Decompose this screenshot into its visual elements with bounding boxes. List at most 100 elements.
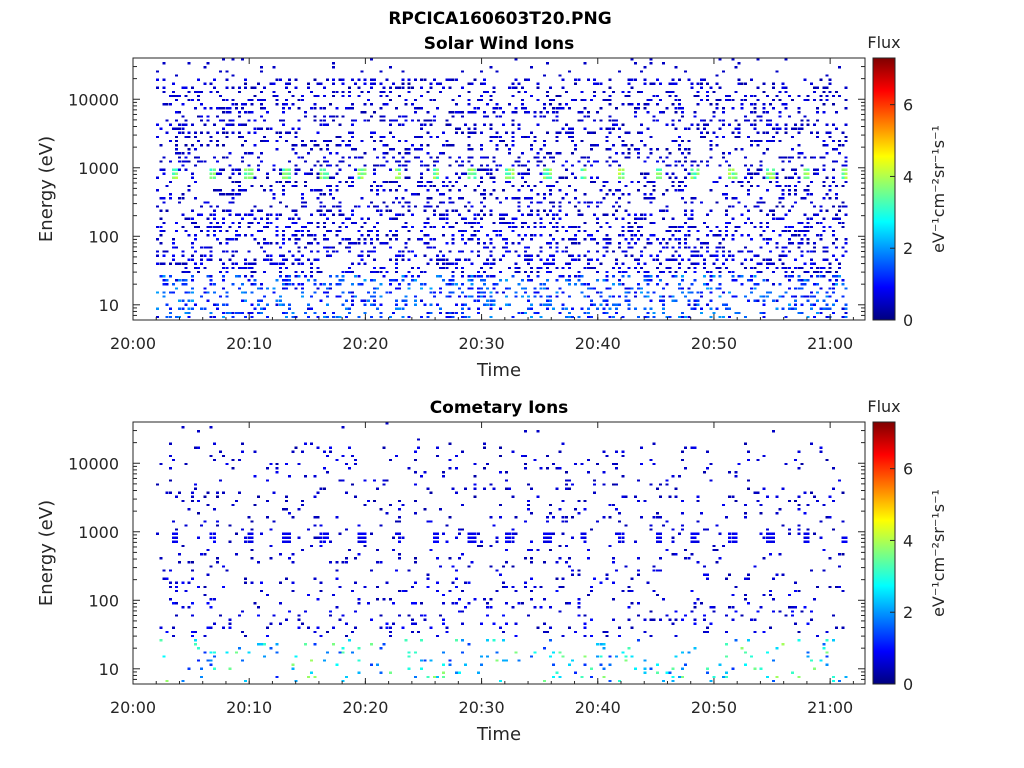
flux-cell xyxy=(407,90,411,94)
flux-cell xyxy=(803,283,807,286)
flux-cell xyxy=(687,148,691,151)
flux-cell xyxy=(684,160,688,163)
flux-cell xyxy=(523,585,527,589)
flux-cell xyxy=(706,94,710,98)
flux-cell xyxy=(476,221,480,225)
flux-cell xyxy=(831,229,835,233)
flux-cell xyxy=(643,246,647,249)
flux-cell xyxy=(363,540,367,543)
flux-cell xyxy=(762,131,766,134)
flux-cell xyxy=(536,266,540,270)
flux-cell xyxy=(241,610,245,613)
flux-cell xyxy=(329,287,333,290)
flux-cell xyxy=(643,295,647,298)
flux-cell xyxy=(470,234,474,237)
flux-cell xyxy=(819,287,823,290)
flux-cell xyxy=(511,164,515,167)
flux-cell xyxy=(322,139,326,143)
flux-cell xyxy=(445,283,449,286)
flux-cell xyxy=(457,229,461,233)
flux-cell xyxy=(420,614,424,617)
flux-cell xyxy=(285,205,289,208)
flux-cell xyxy=(300,94,304,98)
flux-cell xyxy=(417,266,421,270)
flux-cell xyxy=(662,193,666,196)
flux-cell xyxy=(806,229,810,233)
flux-cell xyxy=(366,234,370,237)
flux-cell xyxy=(822,168,826,171)
flux-cell xyxy=(608,242,612,245)
flux-cell xyxy=(743,82,747,85)
flux-cell xyxy=(530,238,534,241)
flux-cell xyxy=(508,86,512,89)
flux-cell xyxy=(162,295,166,298)
flux-cell xyxy=(473,217,477,220)
flux-cell xyxy=(247,540,251,543)
flux-cell xyxy=(187,90,191,94)
flux-cell xyxy=(505,279,508,282)
flux-cell xyxy=(728,205,732,208)
flux-cell xyxy=(567,626,571,629)
flux-cell xyxy=(659,618,662,621)
flux-cell xyxy=(483,279,487,282)
flux-cell xyxy=(307,307,311,310)
flux-cell xyxy=(187,606,191,609)
flux-cell xyxy=(671,295,675,298)
flux-cell xyxy=(693,115,697,118)
flux-cell xyxy=(247,119,251,122)
panel-title: Solar Wind Ions xyxy=(424,34,575,54)
flux-cell xyxy=(338,283,342,286)
flux-cell xyxy=(222,119,226,122)
flux-cell xyxy=(445,311,449,315)
flux-cell xyxy=(432,78,436,81)
flux-cell xyxy=(423,184,427,188)
flux-cell xyxy=(567,184,571,188)
flux-cell xyxy=(552,107,556,110)
flux-cell xyxy=(203,160,207,163)
flux-cell xyxy=(803,168,807,171)
flux-cell xyxy=(445,221,449,225)
flux-cell xyxy=(813,250,816,253)
flux-cell xyxy=(275,94,279,98)
flux-cell xyxy=(637,315,640,319)
flux-cell xyxy=(775,127,779,130)
flux-cell xyxy=(831,180,835,184)
flux-cell xyxy=(281,172,285,175)
flux-cell xyxy=(278,295,282,298)
flux-cell xyxy=(599,189,603,192)
flux-cell xyxy=(772,283,776,286)
flux-cell xyxy=(806,184,810,188)
flux-cell xyxy=(483,189,487,192)
flux-cell xyxy=(806,250,810,253)
flux-cell xyxy=(250,283,254,286)
flux-cell xyxy=(508,303,512,306)
flux-cell xyxy=(338,168,342,171)
flux-cell xyxy=(445,78,449,81)
flux-cell xyxy=(404,160,408,163)
flux-cell xyxy=(838,275,842,278)
flux-cell xyxy=(281,311,285,315)
flux-cell xyxy=(291,254,295,257)
flux-cell xyxy=(388,66,392,69)
flux-cell xyxy=(514,250,518,253)
flux-cell xyxy=(401,626,405,629)
flux-cell xyxy=(175,152,179,155)
flux-cell xyxy=(237,193,241,196)
flux-cell xyxy=(649,234,653,237)
flux-cell xyxy=(671,528,675,531)
flux-cell xyxy=(395,168,399,171)
flux-cell xyxy=(442,201,446,204)
flux-cell xyxy=(454,160,458,163)
flux-cell xyxy=(316,270,320,274)
flux-cell xyxy=(593,94,596,98)
flux-cell xyxy=(341,160,345,163)
flux-cell xyxy=(461,622,465,625)
flux-cell xyxy=(734,172,738,175)
flux-cell xyxy=(787,242,791,245)
flux-cell xyxy=(784,58,788,61)
flux-cell xyxy=(266,258,270,261)
flux-cell xyxy=(721,291,725,294)
flux-cell xyxy=(655,160,659,163)
flux-cell xyxy=(571,483,574,486)
flux-cell xyxy=(725,94,728,98)
